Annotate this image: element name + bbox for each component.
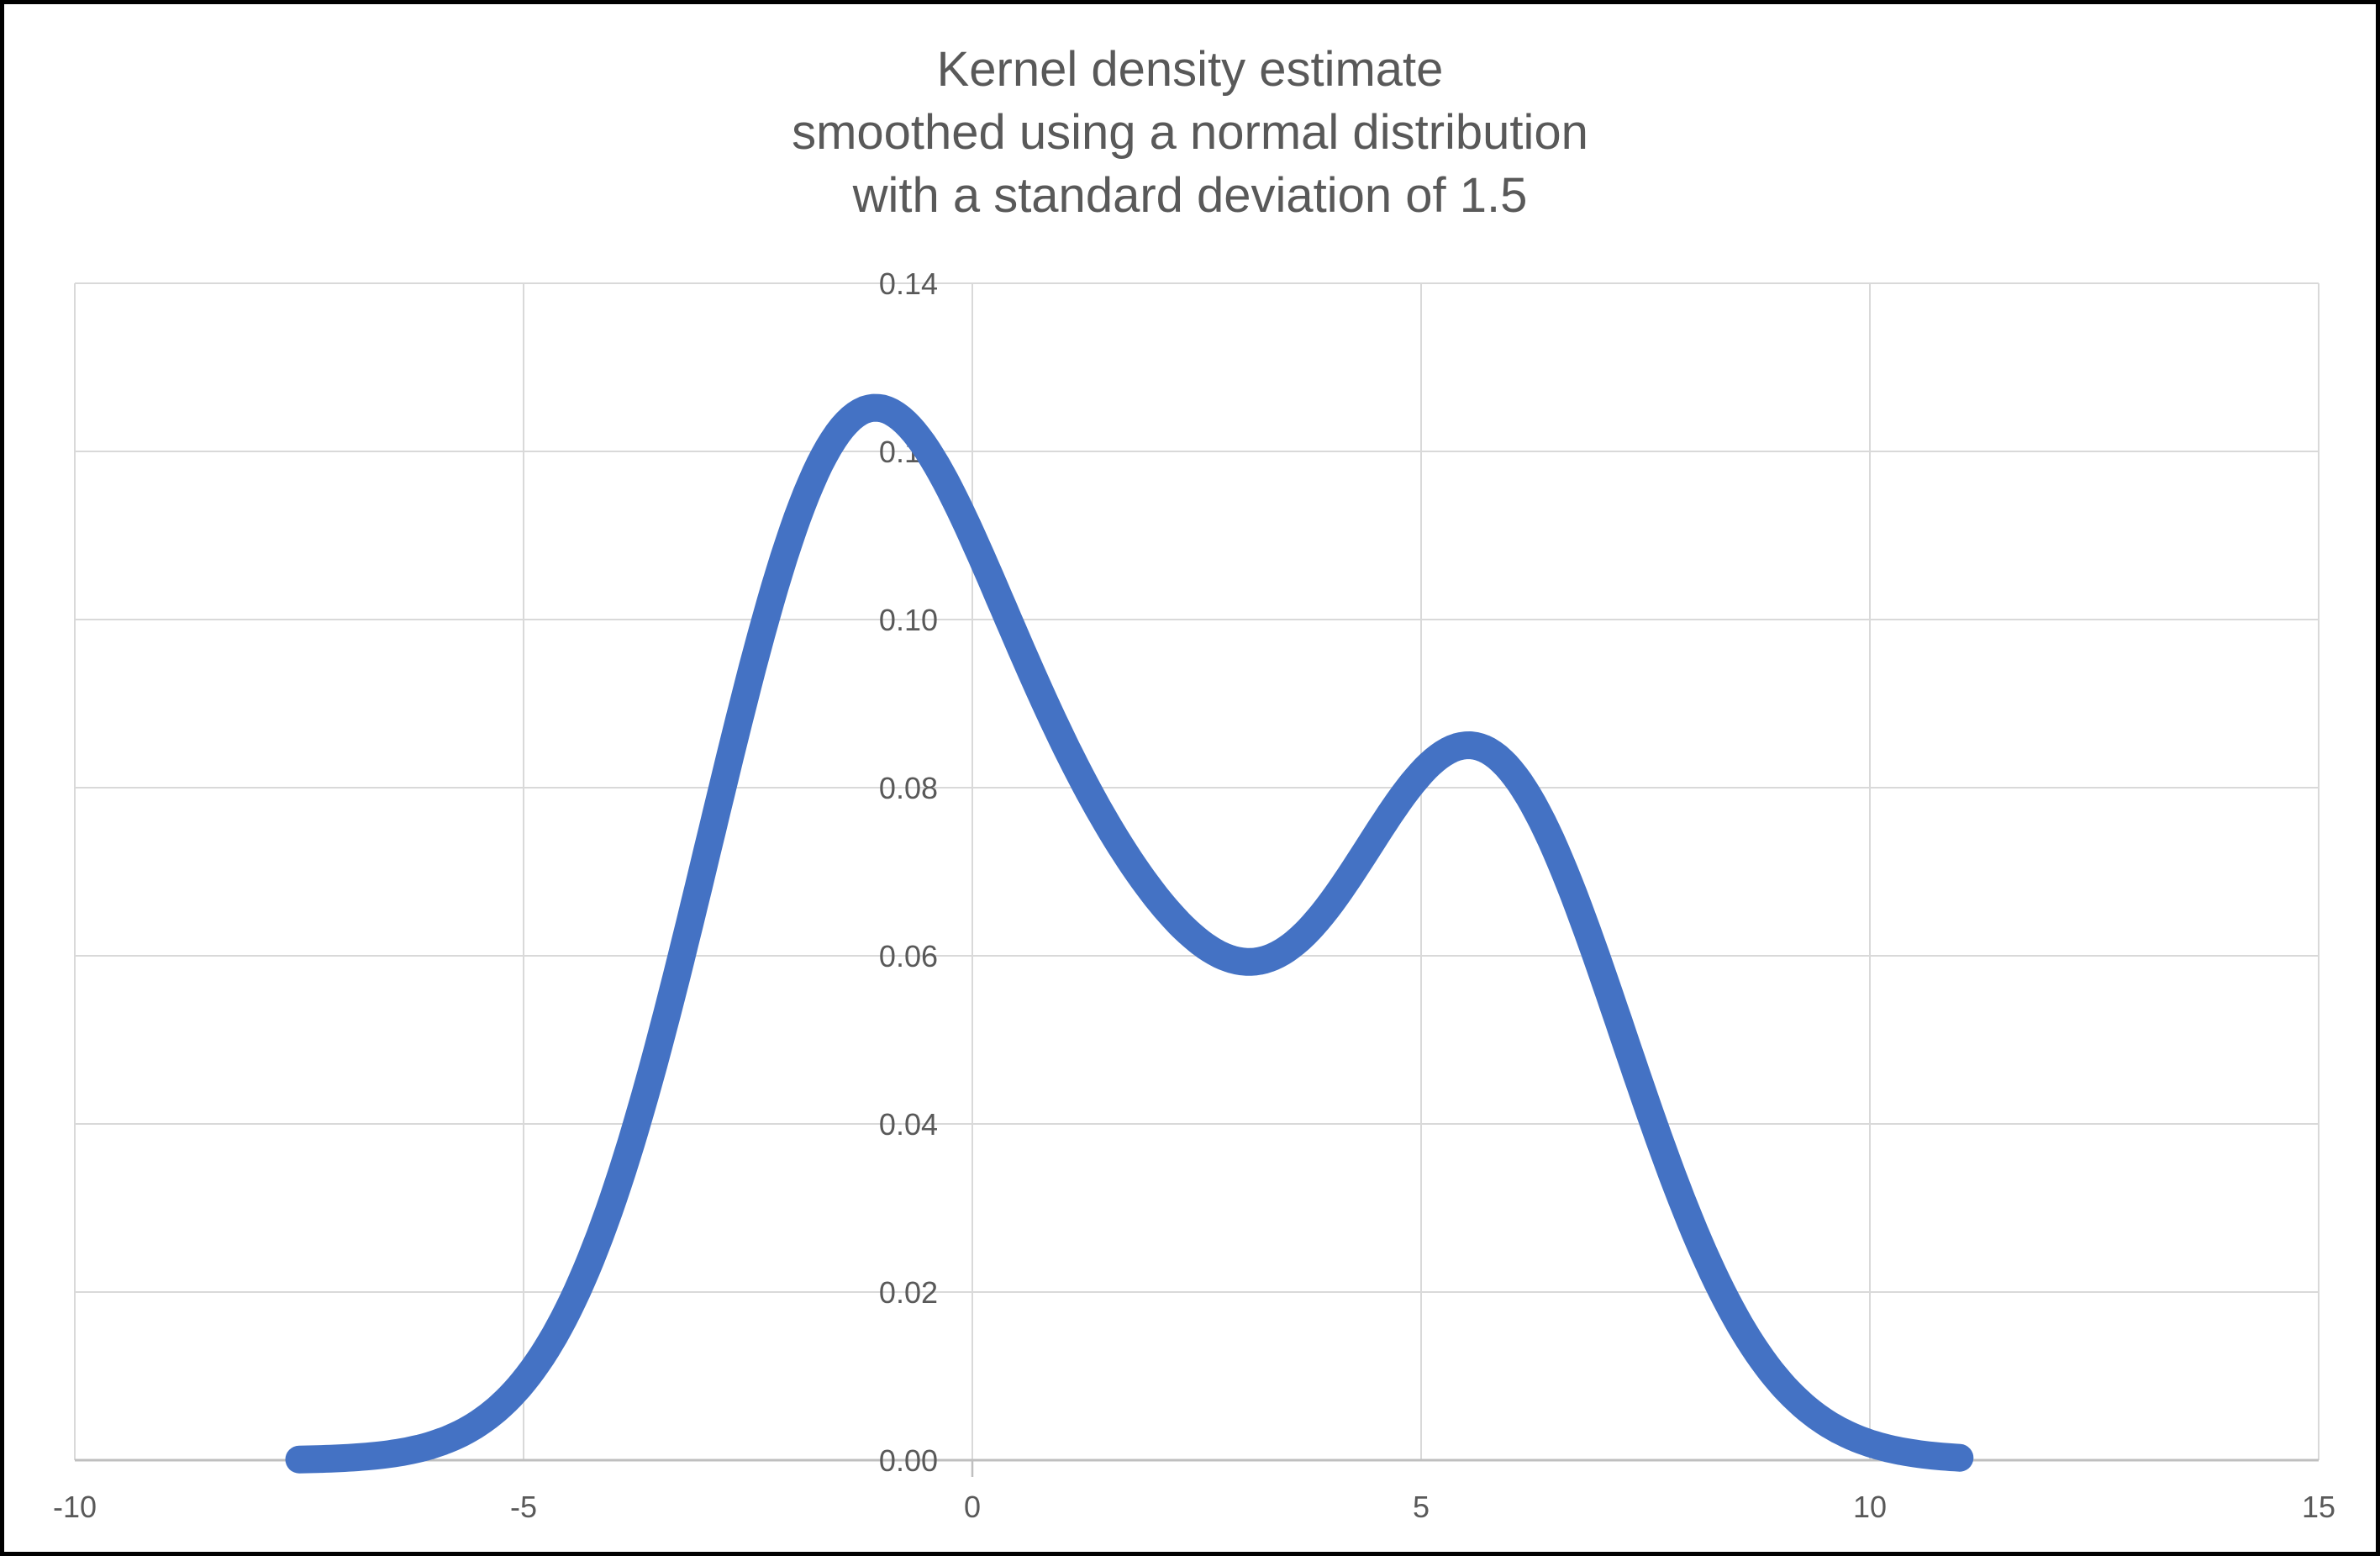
kde-curve: [285, 393, 1974, 1474]
x-tick-label: -5: [510, 1490, 537, 1524]
x-tick-label: 10: [1853, 1490, 1887, 1524]
chart-title-line: Kernel density estimate: [936, 42, 1444, 97]
x-tick-label: -10: [53, 1490, 97, 1524]
y-tick-label: 0.04: [879, 1107, 938, 1142]
y-tick-label: 0.08: [879, 771, 938, 805]
y-tick-label: 0.10: [879, 603, 938, 637]
y-tick-label: 0.14: [879, 266, 938, 301]
y-tick-label: 0.00: [879, 1443, 938, 1478]
x-tick-label: 15: [2302, 1490, 2335, 1524]
x-tick-label: 0: [964, 1490, 981, 1524]
y-tick-label: 0.02: [879, 1275, 938, 1310]
chart-title: Kernel density estimate smoothed using a…: [4, 38, 2376, 227]
chart-plot-svg: 0.000.020.040.060.080.100.120.14-10 -5 0 5 1…: [53, 266, 2335, 1524]
y-tick-label: 0.06: [879, 939, 938, 973]
x-tick-label: 5: [1413, 1490, 1430, 1524]
chart-title-line: with a standard deviation of 1.5: [852, 168, 1528, 223]
chart-title-line: smoothed using a normal distribution: [792, 105, 1588, 160]
